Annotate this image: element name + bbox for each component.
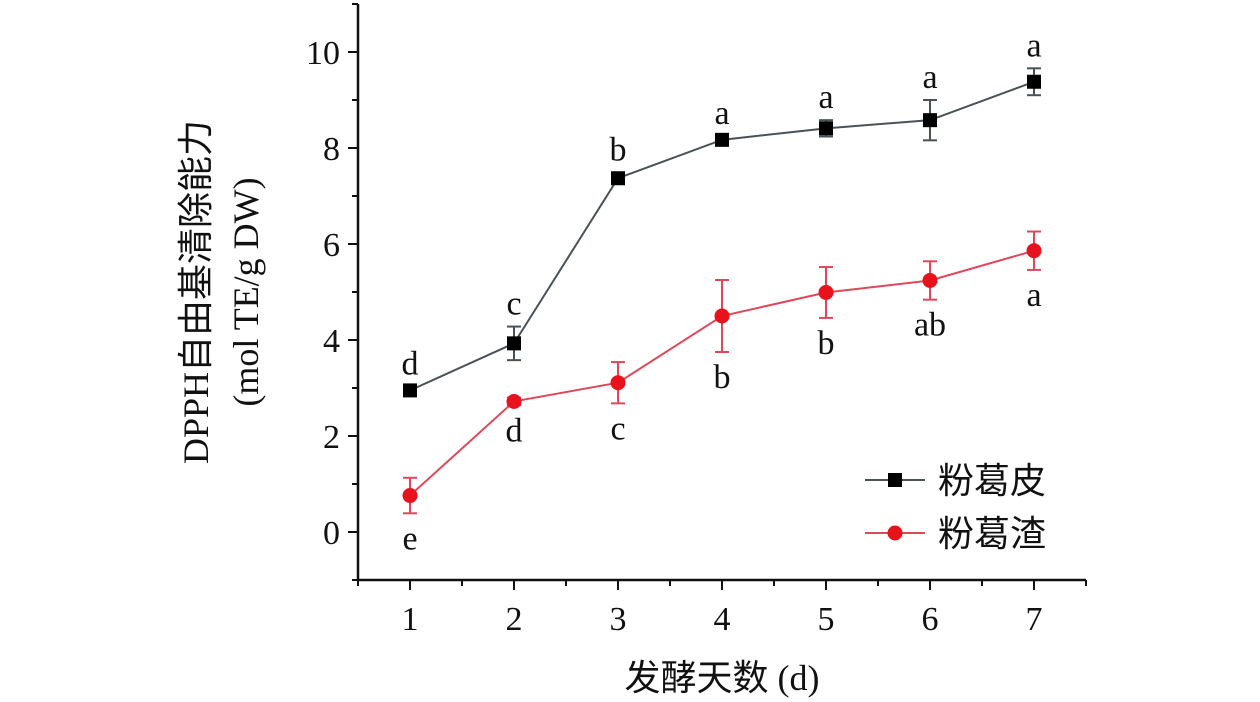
data-point-square [403,383,417,398]
y-tick-label: 2 [323,419,340,456]
data-point-circle [1026,243,1042,259]
data-point-circle [714,308,730,324]
x-tick-label: 2 [506,601,523,638]
y-axis-title-line1: DPPH自由基清除能力 [176,120,216,464]
x-tick-label: 1 [402,601,419,638]
significance-label: a [1026,27,1041,64]
series-group [402,67,1042,515]
data-point-square [1027,74,1041,89]
significance-labels-group: d c b a a a a e d c b b ab a [402,27,1042,557]
y-tick-label: 6 [323,227,340,264]
significance-label: b [714,359,731,396]
x-tick-label: 6 [922,601,939,638]
y-tick-label: 10 [306,35,340,72]
data-point-square [819,121,833,136]
data-point-square [611,171,625,186]
significance-label: a [1026,277,1041,314]
legend-label-0: 粉葛皮 [938,461,1046,501]
legend-marker-circle [887,525,903,541]
significance-label: e [402,520,417,557]
legend-label-1: 粉葛渣 [938,514,1046,554]
significance-label: a [818,79,833,116]
data-point-circle [610,375,626,391]
x-tick-label: 5 [818,601,835,638]
data-point-square [507,336,521,351]
significance-label: c [506,286,521,323]
y-axis-title-line2: (mol TE/g DW) [226,177,266,406]
y-tick-label: 0 [323,515,340,552]
significance-label: ab [914,307,946,344]
significance-label: d [402,346,419,383]
data-point-circle [506,393,522,409]
y-tick-label: 8 [323,131,340,168]
y-tick-label: 4 [323,323,340,360]
significance-label: a [922,59,937,96]
data-point-circle [818,284,834,300]
data-point-square [715,132,729,147]
significance-label: b [818,325,835,362]
significance-label: a [714,95,729,132]
x-axis-title: 发酵天数 (d) [625,658,820,698]
x-tick-label: 4 [714,601,731,638]
data-point-square [923,113,937,128]
significance-label: d [506,412,523,449]
significance-label: b [610,131,627,168]
legend-marker-square [888,473,902,487]
legend: 粉葛皮 粉葛渣 [865,461,1046,554]
x-tick-label: 7 [1026,601,1043,638]
data-point-circle [402,488,418,504]
significance-label: c [610,410,625,447]
data-point-circle [922,272,938,288]
x-tick-label: 3 [610,601,627,638]
